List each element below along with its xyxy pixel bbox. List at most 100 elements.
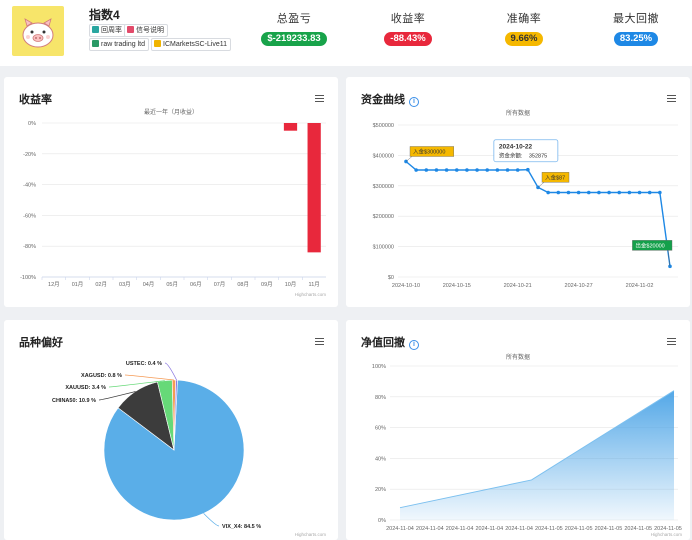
y-tick-label: $100000 — [373, 245, 394, 251]
y-tick-label: $200000 — [373, 214, 394, 220]
y-tick-label: $0 — [388, 275, 394, 281]
panel-title: 收益率 — [19, 94, 52, 106]
stat-accuracy: 准确率 9.66% — [484, 10, 564, 46]
data-point — [597, 190, 601, 195]
x-tick-label: 04月 — [143, 281, 155, 288]
account-header: 指数4 回周率 信号说明 raw trading ltd ICMarketsSC… — [0, 0, 692, 66]
x-tick-label: 2024-11-04 — [386, 526, 414, 532]
returns-bar-chart: 0% -20% -40% -60% -80% -100% 12月 01月 02月 03月 04月 05… — [20, 121, 326, 288]
panel-title: 净值回撤 i — [361, 334, 419, 350]
annotation-label: 入金$300000 — [413, 147, 445, 155]
data-point — [586, 190, 591, 195]
x-tick-label: 2024-11-04 — [416, 526, 444, 532]
drawdown-panel: 净值回撤 i 所有数据 0% 20% 40% 60% 80% 100% 2024-11-04 2… — [346, 320, 690, 540]
stat-total-pnl: 总盈亏 $-219233.83 — [248, 10, 340, 46]
x-tick-label: 11月 — [309, 281, 320, 288]
pie-connector — [164, 362, 177, 381]
data-point — [424, 168, 429, 172]
chart-menu-icon[interactable] — [315, 338, 324, 345]
y-tick-label: -40% — [23, 183, 36, 189]
x-tick-label: 2024-11-05 — [595, 526, 623, 532]
pie-connector — [108, 380, 165, 388]
x-tick-label: 2024-10-27 — [565, 283, 593, 289]
data-point — [668, 264, 672, 269]
pie-connector — [203, 513, 220, 527]
pie-label: VIX_X4: 84.5 % — [222, 524, 261, 530]
tag-server[interactable]: ICMarketsSC-Live11 — [151, 38, 232, 51]
chart-credit: Highcharts.com — [294, 532, 326, 537]
pig-avatar-icon — [22, 18, 54, 48]
info-icon — [127, 26, 134, 33]
equity-line-chart: $0 $100000 $200000 $300000 $400000 $500000 202… — [373, 123, 678, 289]
pie-label: XAUUSD: 3.4 % — [65, 385, 106, 391]
y-tick-label: $500000 — [373, 123, 394, 129]
x-tick-label: 09月 — [261, 281, 273, 288]
annotation-box — [541, 172, 570, 183]
chart-menu-icon[interactable] — [315, 95, 324, 102]
x-tick-label: 2024-10-21 — [504, 283, 532, 289]
x-tick-label: 2024-10-10 — [392, 283, 420, 289]
tag-signal-info[interactable]: 信号说明 — [124, 24, 168, 37]
data-point — [647, 190, 652, 195]
data-point — [607, 190, 611, 195]
data-point — [465, 168, 469, 172]
tooltip-date: 2024-10-22 — [499, 144, 533, 151]
x-tick-label: 2024-11-05 — [654, 526, 682, 532]
data-point — [485, 168, 490, 172]
x-tick-label: 2024-11-05 — [624, 526, 652, 532]
pie-connector — [98, 391, 136, 401]
chart-menu-icon[interactable] — [667, 338, 676, 345]
avatar — [12, 6, 64, 56]
info-icon[interactable]: i — [409, 340, 419, 350]
x-tick-label: 2024-11-05 — [565, 526, 593, 532]
symbol-pie-panel: 品种偏好 VIX_X4: 84.5 % CHINA50: 10.9 % XAUUSD… — [4, 320, 338, 540]
x-tick-label: 2024-11-02 — [626, 283, 654, 289]
equity-panel: 资金曲线 i 所有数据 $0 $100000 $200000 $300000 $40000… — [346, 77, 690, 307]
data-point — [556, 190, 561, 195]
x-tick-label: 12月 — [48, 281, 60, 288]
data-point — [576, 190, 581, 195]
data-point — [526, 167, 530, 172]
data-point — [475, 168, 479, 172]
data-point — [566, 190, 571, 195]
tooltip-label: 资金余额: — [499, 152, 523, 160]
y-tick-label: -80% — [23, 244, 36, 250]
panel-title: 资金曲线 i — [361, 91, 419, 107]
y-tick-label: -100% — [20, 275, 36, 281]
info-icon[interactable]: i — [409, 97, 419, 107]
x-tick-label: 03月 — [119, 281, 131, 288]
annotation-box — [632, 240, 673, 251]
data-point — [444, 168, 449, 172]
chart-subtitle: 所有数据 — [505, 355, 530, 361]
data-point — [515, 168, 520, 172]
x-tick-label: 2024-11-04 — [505, 526, 533, 532]
data-point — [495, 168, 500, 172]
chart-menu-icon[interactable] — [667, 95, 676, 102]
chart-subtitle: 最近一年（月收益） — [143, 110, 198, 116]
equity-line — [405, 160, 671, 267]
tag-broker[interactable]: raw trading ltd — [89, 38, 149, 51]
drawdown-area-chart: 0%20%40%60%80%100%2024-11-04 2024-11-04 20… — [372, 364, 682, 532]
data-point — [546, 190, 550, 195]
bar — [307, 123, 321, 253]
account-name: 指数4 — [89, 8, 120, 22]
chart-subtitle: 所有数据 — [505, 111, 530, 117]
server-icon — [154, 40, 161, 47]
annotation-label: 出金$20000 — [635, 241, 664, 249]
y-tick-label: $400000 — [373, 153, 394, 159]
data-point — [637, 190, 642, 195]
x-tick-label: 07月 — [214, 281, 226, 288]
pie-slice — [173, 379, 178, 451]
drawdown-line — [399, 390, 675, 509]
stat-value: 83.25% — [613, 32, 659, 46]
tag-return-rate[interactable]: 回周率 — [89, 24, 126, 37]
stat-value: 9.66% — [504, 32, 544, 46]
x-tick-label: 01月 — [72, 281, 84, 288]
y-tick-label: $300000 — [373, 184, 394, 190]
data-point — [414, 168, 418, 172]
y-tick-label: 80% — [375, 395, 386, 401]
y-tick-label: 60% — [375, 426, 386, 432]
tooltip-box — [493, 139, 559, 163]
x-tick-label: 02月 — [95, 281, 107, 288]
y-tick-label: 40% — [375, 456, 386, 462]
